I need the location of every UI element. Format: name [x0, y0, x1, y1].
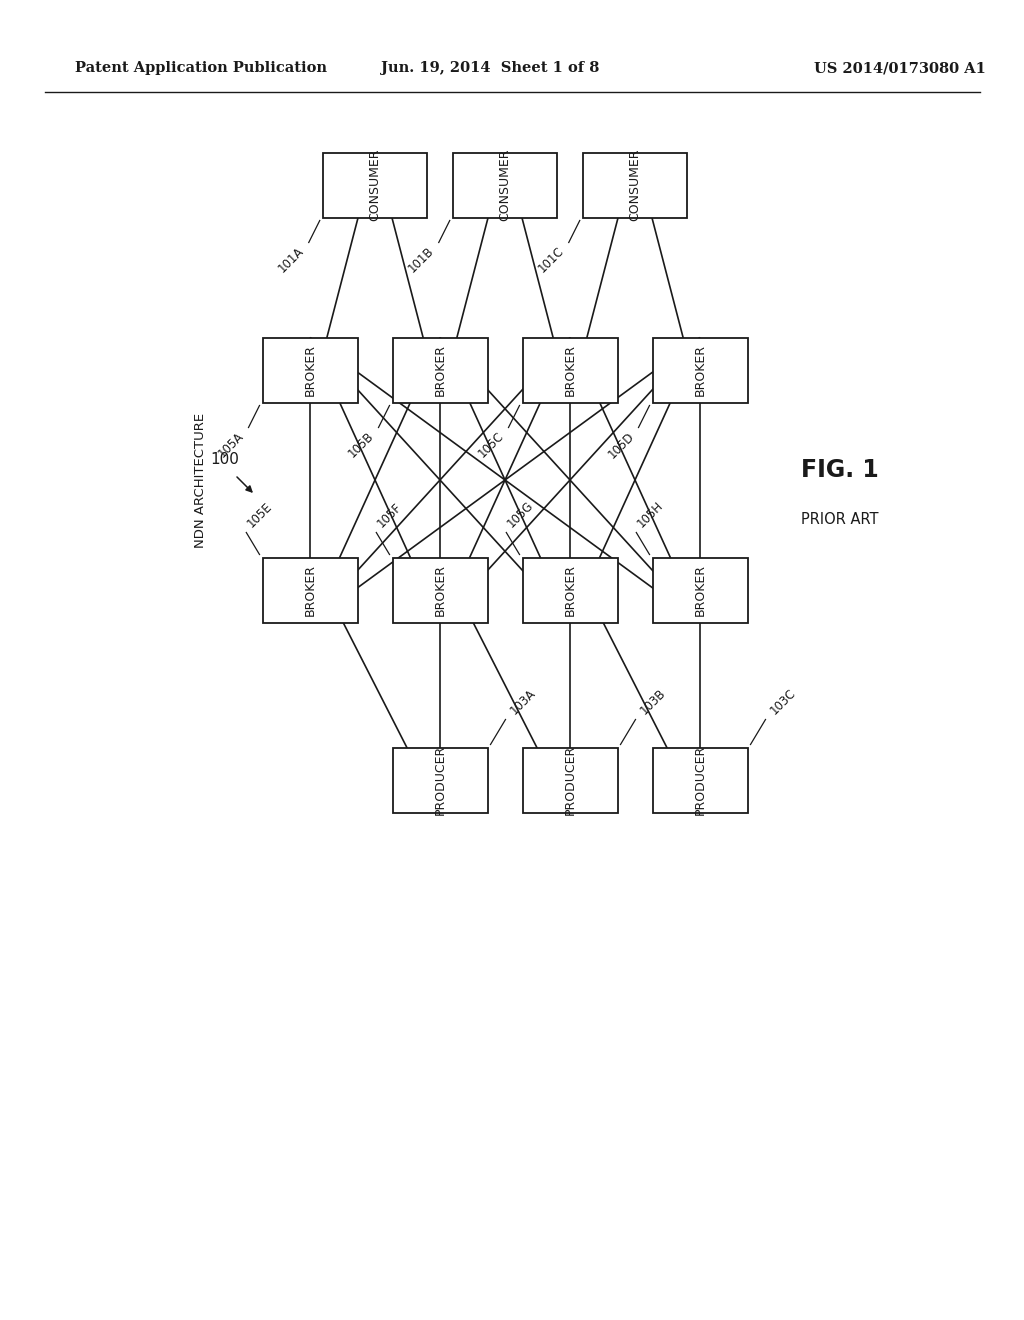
Bar — [652, 557, 748, 623]
Text: FIG. 1: FIG. 1 — [801, 458, 879, 482]
Text: BROKER: BROKER — [433, 564, 446, 616]
Text: BROKER: BROKER — [303, 345, 316, 396]
Text: 103A: 103A — [508, 686, 538, 718]
Bar — [323, 153, 427, 218]
Bar — [392, 747, 487, 813]
Bar — [392, 338, 487, 403]
Text: PRODUCER: PRODUCER — [433, 744, 446, 816]
Bar — [522, 747, 617, 813]
Text: 105H: 105H — [634, 499, 666, 531]
Text: 105A: 105A — [216, 429, 247, 461]
Text: CONSUMER: CONSUMER — [499, 149, 512, 222]
Text: 105D: 105D — [605, 429, 637, 461]
Text: PRODUCER: PRODUCER — [693, 744, 707, 816]
Text: 103C: 103C — [768, 686, 799, 718]
Text: 101B: 101B — [406, 244, 437, 276]
Text: US 2014/0173080 A1: US 2014/0173080 A1 — [814, 61, 986, 75]
Text: BROKER: BROKER — [563, 345, 577, 396]
Text: 105B: 105B — [346, 429, 377, 461]
Text: 100: 100 — [210, 453, 239, 467]
Text: BROKER: BROKER — [563, 564, 577, 616]
Text: PRODUCER: PRODUCER — [563, 744, 577, 816]
Bar — [652, 747, 748, 813]
Text: NDN ARCHITECTURE: NDN ARCHITECTURE — [194, 412, 207, 548]
Text: PRIOR ART: PRIOR ART — [801, 512, 879, 528]
Bar — [583, 153, 687, 218]
Text: BROKER: BROKER — [693, 564, 707, 616]
Bar — [392, 557, 487, 623]
Text: Jun. 19, 2014  Sheet 1 of 8: Jun. 19, 2014 Sheet 1 of 8 — [381, 61, 599, 75]
Text: 101A: 101A — [276, 244, 307, 275]
Text: 105C: 105C — [476, 429, 507, 461]
Text: BROKER: BROKER — [433, 345, 446, 396]
Bar — [652, 338, 748, 403]
Text: BROKER: BROKER — [303, 564, 316, 616]
Bar — [262, 338, 357, 403]
Text: 105G: 105G — [504, 499, 536, 531]
Text: 105E: 105E — [245, 500, 274, 531]
Text: 101C: 101C — [536, 244, 566, 276]
Bar — [453, 153, 557, 218]
Bar — [262, 557, 357, 623]
Text: CONSUMER: CONSUMER — [369, 149, 382, 222]
Text: CONSUMER: CONSUMER — [629, 149, 641, 222]
Bar — [522, 557, 617, 623]
Text: BROKER: BROKER — [693, 345, 707, 396]
Text: 105F: 105F — [375, 500, 403, 531]
Text: 103B: 103B — [638, 686, 669, 718]
Text: Patent Application Publication: Patent Application Publication — [75, 61, 327, 75]
Bar — [522, 338, 617, 403]
